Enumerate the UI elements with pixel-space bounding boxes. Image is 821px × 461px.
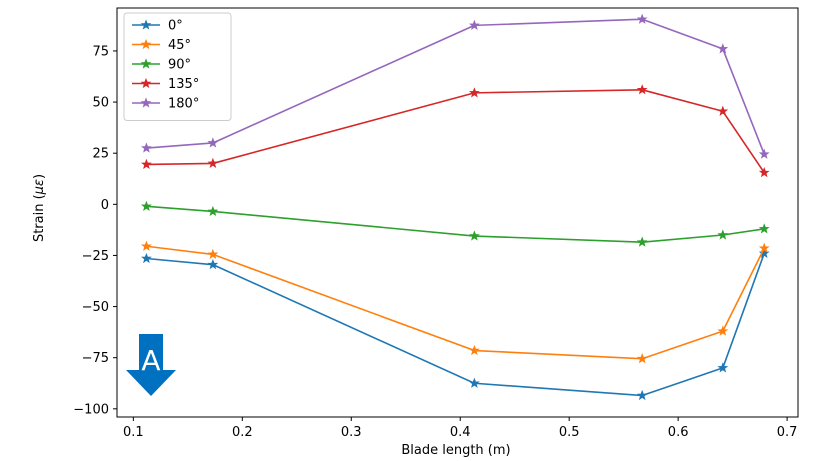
- data-point-2-2: [468, 230, 480, 241]
- y-tick-label-1: −75: [82, 351, 109, 366]
- series-2: [141, 200, 770, 247]
- y-tick-label-3: −25: [82, 249, 109, 264]
- legend-marker-3: [140, 77, 152, 89]
- legend-box: [123, 12, 232, 121]
- series-4: [141, 13, 770, 159]
- data-point-2-3: [636, 236, 648, 247]
- x-axis-label: Blade length (m): [401, 443, 510, 458]
- y-axis-label: Strain (με): [32, 174, 47, 242]
- x-tick-label-0: 0.1: [123, 425, 144, 440]
- data-point-4-0: [141, 142, 152, 153]
- series-3: [141, 84, 770, 178]
- axes: 0.1 0.2 0.3 0.4 0.5 0.6 0.7 −100 −75 −50 −25 0 25 50 7…: [73, 7, 799, 440]
- data-point-0-5: [758, 247, 770, 258]
- series-0: [141, 247, 770, 401]
- y-tick-label-2: −50: [82, 300, 109, 315]
- legend-label-3: 135°: [168, 77, 199, 92]
- data-point-4-5: [758, 148, 770, 159]
- y-tick-label-7: 75: [92, 44, 109, 59]
- x-tick-label-3: 0.4: [450, 425, 471, 440]
- data-point-1-2: [468, 344, 480, 356]
- data-point-3-0: [141, 158, 152, 170]
- legend-label-2: 90°: [168, 58, 191, 73]
- plot-area: [141, 13, 770, 401]
- data-point-0-3: [636, 389, 648, 401]
- annotation-letter: A: [141, 344, 160, 377]
- data-point-0-4: [717, 362, 729, 373]
- data-point-0-1: [207, 258, 219, 270]
- data-point-1-3: [636, 353, 648, 364]
- y-tick-label-6: 50: [92, 96, 109, 111]
- x-tick-label-5: 0.6: [668, 425, 689, 440]
- x-tick-label-6: 0.7: [777, 425, 798, 440]
- data-point-4-4: [717, 43, 729, 54]
- data-point-3-4: [717, 105, 729, 116]
- data-point-3-1: [207, 157, 219, 169]
- legend: 0° 45° 90° 135° 180°: [123, 12, 232, 121]
- data-point-0-0: [141, 252, 152, 264]
- x-tick-label-1: 0.2: [232, 425, 253, 440]
- y-tick-label-4: 0: [101, 198, 109, 213]
- y-axis-label-symbol: με: [32, 179, 47, 195]
- legend-label-1: 45°: [168, 38, 191, 53]
- data-point-3-3: [636, 84, 648, 95]
- data-point-3-2: [468, 87, 480, 98]
- legend-marker-2: [140, 58, 152, 69]
- series-line-1: [146, 245, 765, 360]
- data-point-1-4: [717, 325, 729, 336]
- data-point-1-0: [141, 240, 152, 251]
- data-point-1-5: [758, 242, 770, 253]
- y-tick-label-0: −100: [73, 402, 109, 417]
- axes-frame: [116, 7, 799, 418]
- x-tick-label-4: 0.5: [559, 425, 580, 440]
- down-arrow-icon: [126, 334, 176, 396]
- x-tick-label-2: 0.3: [341, 425, 362, 440]
- series-line-2: [146, 205, 765, 243]
- data-point-2-4: [717, 229, 729, 240]
- annotation-layer: A: [126, 334, 176, 396]
- data-point-2-5: [758, 223, 770, 234]
- data-point-0-2: [468, 377, 480, 388]
- legend-marker-1: [140, 38, 152, 50]
- data-point-1-1: [207, 248, 219, 260]
- series-line-0: [146, 253, 765, 397]
- y-axis-label-text: Strain (: [32, 194, 47, 242]
- data-point-4-2: [468, 19, 480, 30]
- data-point-4-3: [636, 13, 648, 24]
- series-1: [141, 240, 770, 364]
- data-point-4-1: [207, 137, 219, 148]
- series-line-3: [146, 89, 765, 174]
- y-tick-label-5: 25: [92, 147, 109, 162]
- data-point-2-1: [207, 205, 219, 217]
- legend-marker-4: [140, 97, 152, 108]
- y-axis-label-close: ): [32, 174, 47, 179]
- series-line-4: [146, 18, 765, 155]
- data-point-3-5: [758, 166, 770, 178]
- data-point-2-0: [141, 200, 152, 211]
- legend-label-4: 180°: [168, 97, 199, 112]
- legend-marker-0: [140, 19, 152, 30]
- legend-label-0: 0°: [168, 19, 183, 34]
